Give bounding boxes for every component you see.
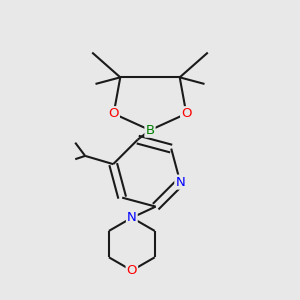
- Text: O: O: [108, 107, 119, 120]
- Text: O: O: [181, 107, 192, 120]
- Text: O: O: [127, 264, 137, 277]
- Text: B: B: [146, 124, 154, 137]
- Text: N: N: [127, 211, 137, 224]
- Text: N: N: [175, 176, 185, 189]
